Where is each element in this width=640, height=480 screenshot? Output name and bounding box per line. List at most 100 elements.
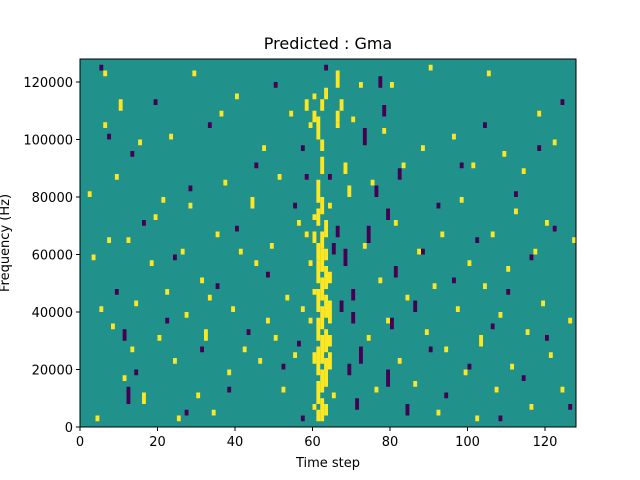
heatmap-cell bbox=[343, 248, 348, 266]
heatmap-cell bbox=[324, 329, 329, 353]
heatmap-cell bbox=[153, 99, 158, 105]
heatmap-cell bbox=[351, 289, 356, 301]
heatmap-cell bbox=[328, 335, 332, 347]
heatmap-cell bbox=[134, 369, 139, 376]
heatmap-cell bbox=[545, 335, 549, 341]
heatmap-cell bbox=[312, 289, 317, 295]
heatmap-cell bbox=[537, 110, 542, 117]
heatmap-cell bbox=[176, 415, 181, 422]
heatmap-cell bbox=[293, 202, 298, 209]
heatmap-cell bbox=[316, 179, 321, 203]
heatmap-cell bbox=[533, 248, 538, 255]
heatmap-cell bbox=[545, 220, 549, 226]
heatmap-cell bbox=[328, 300, 332, 324]
heatmap-cell bbox=[494, 386, 499, 393]
heatmap-cell bbox=[490, 323, 495, 330]
heatmap-cell bbox=[114, 289, 119, 295]
heatmap-cell bbox=[483, 283, 487, 289]
heatmap-cell bbox=[297, 220, 301, 226]
heatmap-cell bbox=[366, 335, 371, 341]
heatmap-cell bbox=[114, 174, 119, 180]
x-axis: 0 20 40 60 80 100 120 bbox=[76, 427, 557, 450]
heatmap-cell bbox=[227, 369, 232, 376]
heatmap-cell bbox=[401, 162, 406, 169]
heatmap-cell bbox=[397, 358, 402, 364]
heatmap-cell bbox=[320, 277, 325, 301]
heatmap-cell bbox=[351, 312, 356, 324]
heatmap-cell bbox=[138, 139, 143, 146]
heatmap-cell bbox=[161, 197, 166, 203]
heatmap-cell bbox=[324, 87, 329, 100]
heatmap-cell bbox=[374, 185, 379, 197]
heatmap-cell bbox=[246, 329, 251, 335]
heatmap-cell bbox=[324, 266, 329, 289]
heatmap-cell bbox=[91, 254, 96, 261]
heatmap-cell bbox=[355, 398, 360, 410]
heatmap-cell bbox=[304, 174, 309, 180]
heatmap-cell bbox=[118, 99, 123, 111]
heatmap-cell bbox=[99, 306, 104, 312]
heatmap-cell bbox=[103, 122, 108, 128]
heatmap-cell bbox=[316, 260, 321, 284]
heatmap-cell bbox=[320, 306, 325, 330]
heatmap-cell bbox=[200, 346, 205, 353]
x-tick-label: 80 bbox=[382, 435, 399, 450]
heatmap-cell bbox=[393, 220, 398, 226]
heatmap-cell bbox=[432, 283, 437, 289]
heatmap-cell bbox=[393, 266, 398, 278]
heatmap-cell bbox=[467, 260, 472, 266]
heatmap-cell bbox=[223, 179, 228, 186]
heatmap-cell bbox=[308, 317, 313, 324]
heatmap-cell bbox=[320, 99, 325, 111]
heatmap-cell bbox=[99, 64, 104, 71]
heatmap-cell bbox=[452, 133, 456, 140]
heatmap-cell bbox=[339, 99, 344, 111]
heatmap-cell bbox=[455, 306, 460, 312]
heatmap-cell bbox=[273, 82, 278, 88]
heatmap-cell bbox=[324, 294, 329, 318]
heatmap-cell bbox=[483, 122, 487, 128]
heatmap-cell bbox=[142, 392, 146, 404]
x-tick-label: 40 bbox=[227, 435, 244, 450]
heatmap-cell bbox=[436, 409, 441, 416]
heatmap-cell bbox=[440, 231, 445, 238]
heatmap-cell bbox=[304, 231, 309, 238]
heatmap-cell bbox=[293, 352, 298, 358]
heatmap-cell bbox=[320, 231, 325, 249]
heatmap-cell bbox=[370, 179, 375, 186]
y-axis-label: Frequency (Hz) bbox=[0, 194, 13, 292]
heatmap-cell bbox=[207, 294, 212, 301]
heatmap-cell bbox=[312, 214, 317, 220]
heatmap-cell bbox=[219, 110, 224, 117]
heatmap-cell bbox=[328, 352, 332, 370]
heatmap-cell bbox=[568, 404, 573, 410]
heatmap-cell bbox=[405, 294, 410, 301]
heatmap-cell bbox=[362, 243, 367, 249]
heatmap-cell bbox=[107, 237, 112, 243]
heatmap-cell bbox=[107, 133, 112, 140]
heatmap-cell bbox=[471, 162, 476, 169]
heatmap-cell bbox=[386, 369, 391, 387]
heatmap-cell bbox=[297, 340, 301, 347]
heatmap-cell bbox=[304, 99, 309, 111]
heatmap-cell bbox=[328, 271, 332, 284]
heatmap-cell bbox=[173, 254, 177, 261]
heatmap-cell bbox=[413, 300, 418, 312]
heatmap-cell bbox=[362, 128, 367, 146]
heatmap-cell bbox=[312, 404, 317, 410]
heatmap-cell bbox=[300, 415, 305, 422]
heatmap-cell bbox=[459, 162, 464, 169]
heatmap-cell bbox=[521, 168, 526, 174]
heatmap-cell bbox=[386, 208, 391, 220]
heatmap-cell bbox=[320, 335, 325, 364]
heatmap-cell bbox=[506, 266, 511, 272]
heatmap-cell bbox=[266, 317, 270, 324]
heatmap-cell bbox=[490, 231, 495, 238]
heatmap-cell bbox=[196, 392, 201, 399]
heatmap-cell bbox=[417, 248, 422, 255]
heatmap-cell bbox=[254, 260, 259, 266]
heatmap-cell bbox=[424, 329, 429, 335]
heatmap-cell bbox=[444, 392, 449, 399]
heatmap-cell bbox=[215, 231, 220, 238]
